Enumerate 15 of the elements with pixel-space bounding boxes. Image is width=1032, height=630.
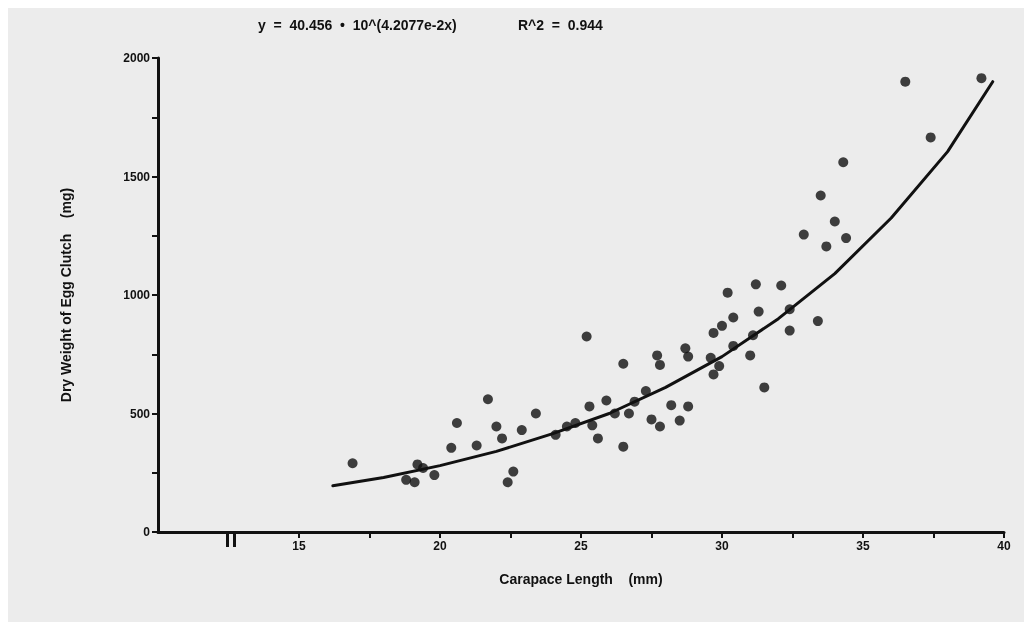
y-tick-label: 1000 (123, 288, 151, 302)
x-tick-label: 30 (715, 539, 729, 553)
x-tick-label: 20 (433, 539, 447, 553)
y-tick-label: 500 (129, 406, 151, 421)
x-tick-label: 25 (574, 539, 588, 553)
y-tick-label: 0 (143, 525, 151, 539)
y-tick-label: 1500 (123, 169, 151, 184)
x-tick-label: 40 (997, 539, 1011, 553)
x-tick-label: 35 (856, 539, 870, 553)
x-axis-title: Carapace Length (mm) (499, 571, 663, 587)
x-tick-label: 15 (292, 539, 306, 553)
text: R^2 = 0.944 (518, 17, 604, 33)
y-tick-label: 2000 (123, 51, 151, 65)
text: y = 40.456 • 10^(4.2077e-2x) (258, 17, 457, 33)
y-axis-title: Dry Weight of Egg Clutch (mg) (58, 187, 74, 403)
